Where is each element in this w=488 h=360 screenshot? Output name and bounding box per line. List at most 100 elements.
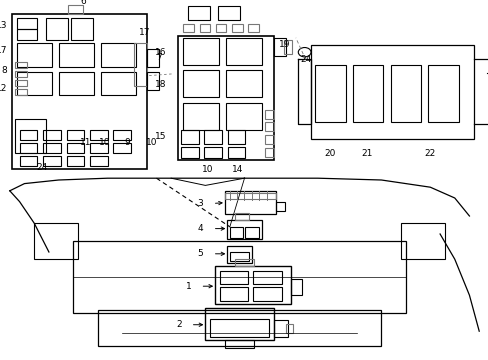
Bar bbox=[276, 202, 285, 211]
Bar bbox=[46, 18, 68, 40]
Bar bbox=[264, 110, 273, 119]
Bar bbox=[215, 266, 290, 304]
Bar bbox=[205, 308, 273, 340]
Bar bbox=[217, 6, 239, 20]
Bar bbox=[71, 18, 93, 40]
Text: 24: 24 bbox=[300, 55, 311, 64]
Bar bbox=[273, 38, 285, 56]
Bar bbox=[43, 156, 61, 166]
Text: 2: 2 bbox=[176, 320, 182, 329]
Text: 20: 20 bbox=[324, 149, 335, 158]
Bar bbox=[15, 71, 27, 77]
Bar bbox=[234, 213, 249, 220]
Bar bbox=[285, 324, 293, 333]
Bar bbox=[59, 43, 94, 67]
Bar bbox=[227, 246, 251, 263]
Text: 19: 19 bbox=[278, 40, 290, 49]
Text: 10: 10 bbox=[202, 165, 213, 174]
Bar bbox=[253, 271, 281, 284]
Bar bbox=[20, 156, 37, 166]
Bar bbox=[183, 24, 194, 32]
Text: 8: 8 bbox=[1, 66, 7, 75]
Bar bbox=[245, 227, 258, 238]
Bar bbox=[17, 43, 52, 67]
Bar bbox=[310, 45, 473, 139]
Text: 22: 22 bbox=[424, 149, 435, 158]
Bar bbox=[113, 143, 131, 153]
Bar bbox=[215, 24, 226, 32]
Bar bbox=[181, 147, 198, 158]
Bar bbox=[66, 130, 84, 140]
Bar bbox=[227, 147, 245, 158]
Bar bbox=[17, 72, 52, 95]
Bar bbox=[224, 340, 254, 348]
Bar bbox=[226, 38, 261, 65]
Text: 18: 18 bbox=[154, 80, 166, 89]
Bar bbox=[20, 143, 37, 153]
Bar bbox=[43, 130, 61, 140]
Bar bbox=[68, 5, 83, 14]
Bar bbox=[247, 24, 258, 32]
Bar bbox=[183, 70, 218, 97]
Text: 9: 9 bbox=[124, 138, 130, 147]
Bar bbox=[224, 191, 276, 214]
Bar bbox=[15, 80, 27, 86]
Bar bbox=[181, 130, 198, 144]
Bar bbox=[90, 143, 107, 153]
Bar bbox=[390, 65, 420, 122]
Bar bbox=[146, 49, 159, 67]
Bar bbox=[315, 65, 345, 122]
Text: 21: 21 bbox=[360, 149, 372, 158]
Bar bbox=[134, 43, 146, 86]
Text: 10: 10 bbox=[145, 138, 157, 147]
Bar bbox=[199, 24, 210, 32]
Bar bbox=[220, 287, 248, 301]
Bar bbox=[283, 40, 292, 54]
Bar bbox=[15, 62, 27, 68]
Text: 17: 17 bbox=[139, 28, 151, 37]
Text: 1: 1 bbox=[185, 282, 191, 291]
Text: 24: 24 bbox=[36, 163, 47, 172]
Bar bbox=[15, 89, 27, 95]
Text: 4: 4 bbox=[197, 224, 203, 233]
Bar bbox=[113, 130, 131, 140]
Bar bbox=[20, 130, 37, 140]
Text: 10: 10 bbox=[99, 138, 111, 147]
Bar bbox=[227, 130, 245, 144]
Bar bbox=[17, 29, 37, 40]
Bar bbox=[73, 241, 405, 313]
Text: 12: 12 bbox=[0, 84, 7, 93]
Text: 7: 7 bbox=[156, 53, 162, 62]
Bar bbox=[210, 319, 268, 337]
Bar bbox=[352, 65, 383, 122]
Bar bbox=[220, 271, 248, 284]
Bar bbox=[226, 103, 261, 130]
Text: 17: 17 bbox=[0, 46, 7, 55]
Text: 14: 14 bbox=[231, 165, 243, 174]
Text: 11: 11 bbox=[80, 138, 91, 147]
Bar bbox=[273, 320, 287, 337]
Text: 13: 13 bbox=[0, 21, 7, 30]
Bar bbox=[101, 43, 136, 67]
Bar bbox=[253, 287, 281, 301]
Bar bbox=[90, 130, 107, 140]
Bar bbox=[188, 6, 210, 20]
Bar bbox=[12, 14, 146, 169]
Bar bbox=[264, 122, 273, 131]
Bar bbox=[90, 156, 107, 166]
Bar bbox=[231, 24, 242, 32]
Text: 15: 15 bbox=[154, 132, 166, 141]
Bar bbox=[183, 103, 218, 130]
Bar bbox=[234, 259, 254, 266]
Text: 3: 3 bbox=[197, 199, 203, 208]
Bar bbox=[229, 252, 249, 261]
Bar bbox=[101, 72, 136, 95]
Bar bbox=[226, 70, 261, 97]
Bar bbox=[400, 223, 444, 259]
Bar bbox=[15, 119, 46, 153]
Bar bbox=[290, 279, 301, 295]
Bar bbox=[59, 72, 94, 95]
Text: 16: 16 bbox=[154, 48, 166, 57]
Bar bbox=[227, 220, 261, 239]
Bar bbox=[204, 130, 222, 144]
